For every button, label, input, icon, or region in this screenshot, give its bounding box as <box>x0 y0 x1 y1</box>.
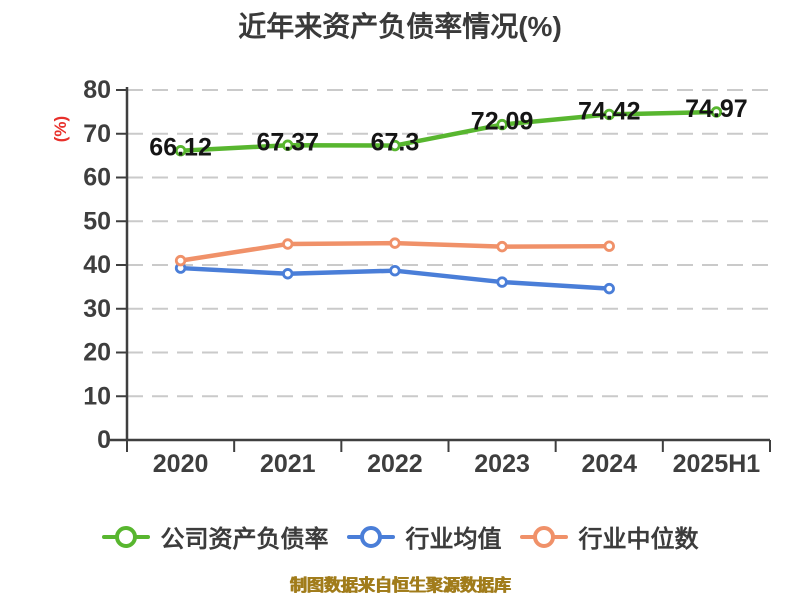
y-tick-label: 10 <box>83 382 111 410</box>
data-point <box>282 238 294 250</box>
data-point <box>389 237 401 249</box>
legend-item-2: 行业中位数 <box>519 519 699 554</box>
x-tick-label: 2021 <box>260 450 316 478</box>
data-point <box>282 139 294 151</box>
data-label: 74.97 <box>685 95 748 123</box>
source-note: 制图数据来自恒生聚源数据库 <box>289 576 511 595</box>
data-label: 74.42 <box>578 97 641 125</box>
legend: 公司资产负债率 行业均值 行业中位数 <box>0 519 800 554</box>
legend-label: 行业中位数 <box>578 526 699 553</box>
data-point <box>496 118 508 131</box>
data-point <box>603 240 615 252</box>
data-point <box>389 264 401 277</box>
data-point <box>496 240 508 253</box>
y-tick-label: 60 <box>83 164 111 192</box>
y-tick-label: 20 <box>83 339 111 367</box>
y-tick-label: 40 <box>83 251 111 279</box>
chart-title: 近年来资产负债率情况(%) <box>238 11 562 42</box>
legend-label: 公司资产负债率 <box>160 526 329 553</box>
data-point <box>174 254 187 267</box>
x-tick-label: 2025H1 <box>673 450 761 478</box>
data-point <box>603 108 615 121</box>
legend-label: 行业均值 <box>405 526 502 553</box>
y-tick-label: 50 <box>83 207 111 235</box>
y-tick-label: 70 <box>83 120 111 148</box>
x-tick-label: 2023 <box>474 450 530 478</box>
legend-item-0: 公司资产负债率 <box>101 519 329 554</box>
data-label: 72.09 <box>471 108 534 136</box>
x-tick-label: 2024 <box>581 450 637 478</box>
data-point <box>496 276 508 288</box>
legend-item-1: 行业均值 <box>346 519 502 554</box>
legend-marker-icon <box>101 525 150 548</box>
legend-dot <box>532 525 555 548</box>
y-tick-label: 30 <box>83 295 111 323</box>
legend-marker-icon <box>346 525 395 548</box>
data-label: 66.12 <box>149 134 212 162</box>
x-tick-label: 2022 <box>367 450 423 478</box>
legend-dot <box>114 525 137 548</box>
series-line <box>178 109 719 153</box>
y-tick-label: 0 <box>97 426 111 454</box>
data-point <box>389 139 401 152</box>
data-label: 67.37 <box>256 128 319 156</box>
x-tick-label: 2020 <box>153 450 209 478</box>
data-point <box>603 282 615 295</box>
data-point <box>174 145 187 157</box>
data-point <box>710 106 723 118</box>
y-tick-label: 80 <box>83 76 111 104</box>
legend-marker-icon <box>519 525 568 548</box>
legend-dot <box>359 525 382 548</box>
data-label: 67.3 <box>371 129 420 157</box>
data-point <box>282 268 294 280</box>
